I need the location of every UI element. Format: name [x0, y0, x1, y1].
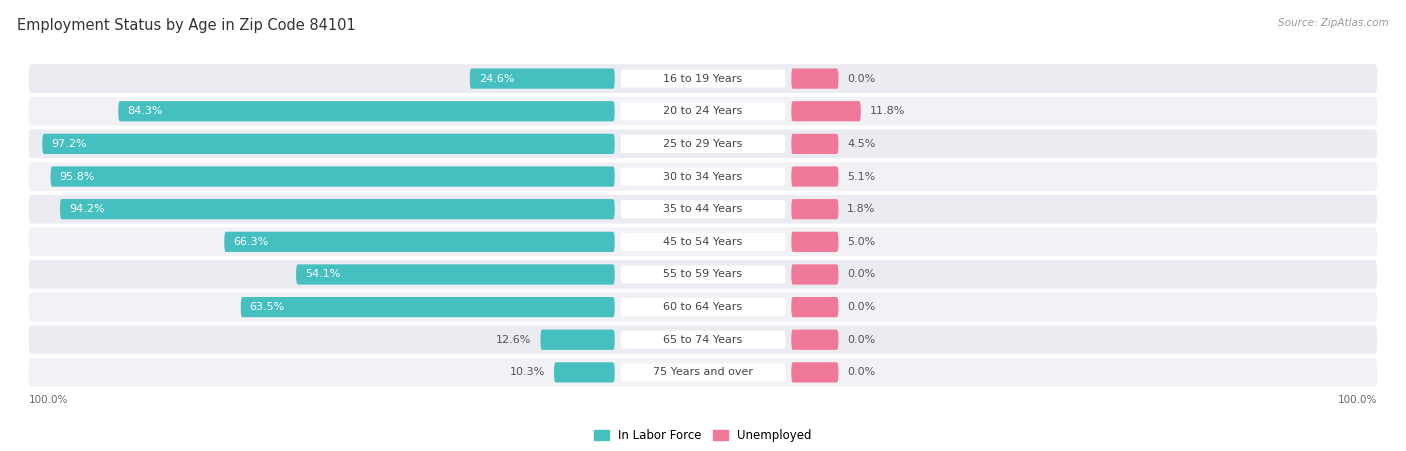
- FancyBboxPatch shape: [620, 168, 786, 185]
- FancyBboxPatch shape: [28, 293, 1378, 322]
- FancyBboxPatch shape: [792, 166, 838, 187]
- Text: 54.1%: 54.1%: [305, 269, 340, 280]
- FancyBboxPatch shape: [792, 69, 838, 89]
- FancyBboxPatch shape: [554, 362, 614, 382]
- Text: 11.8%: 11.8%: [870, 106, 905, 116]
- Text: 35 to 44 Years: 35 to 44 Years: [664, 204, 742, 214]
- FancyBboxPatch shape: [792, 330, 838, 350]
- FancyBboxPatch shape: [540, 330, 614, 350]
- FancyBboxPatch shape: [620, 200, 786, 218]
- FancyBboxPatch shape: [42, 134, 614, 154]
- FancyBboxPatch shape: [28, 195, 1378, 224]
- Text: 65 to 74 Years: 65 to 74 Years: [664, 335, 742, 345]
- Text: 4.5%: 4.5%: [848, 139, 876, 149]
- FancyBboxPatch shape: [28, 162, 1378, 191]
- Text: 12.6%: 12.6%: [496, 335, 531, 345]
- FancyBboxPatch shape: [792, 362, 838, 382]
- FancyBboxPatch shape: [620, 135, 786, 153]
- Text: 25 to 29 Years: 25 to 29 Years: [664, 139, 742, 149]
- FancyBboxPatch shape: [240, 297, 614, 317]
- Text: 55 to 59 Years: 55 to 59 Years: [664, 269, 742, 280]
- Text: 100.0%: 100.0%: [28, 395, 67, 405]
- Legend: In Labor Force, Unemployed: In Labor Force, Unemployed: [595, 429, 811, 442]
- FancyBboxPatch shape: [792, 232, 838, 252]
- FancyBboxPatch shape: [792, 199, 838, 219]
- Text: 60 to 64 Years: 60 to 64 Years: [664, 302, 742, 312]
- Text: Employment Status by Age in Zip Code 84101: Employment Status by Age in Zip Code 841…: [17, 18, 356, 33]
- Text: 0.0%: 0.0%: [848, 335, 876, 345]
- Text: 24.6%: 24.6%: [478, 74, 515, 83]
- FancyBboxPatch shape: [792, 101, 860, 121]
- Text: 84.3%: 84.3%: [127, 106, 163, 116]
- Text: 45 to 54 Years: 45 to 54 Years: [664, 237, 742, 247]
- Text: 5.0%: 5.0%: [848, 237, 876, 247]
- Text: 10.3%: 10.3%: [510, 368, 546, 377]
- Text: 63.5%: 63.5%: [250, 302, 285, 312]
- FancyBboxPatch shape: [60, 199, 614, 219]
- Text: 30 to 34 Years: 30 to 34 Years: [664, 171, 742, 182]
- Text: 100.0%: 100.0%: [1339, 395, 1378, 405]
- Text: 94.2%: 94.2%: [69, 204, 104, 214]
- FancyBboxPatch shape: [792, 134, 838, 154]
- FancyBboxPatch shape: [28, 358, 1378, 387]
- FancyBboxPatch shape: [28, 260, 1378, 289]
- FancyBboxPatch shape: [28, 325, 1378, 354]
- Text: 0.0%: 0.0%: [848, 302, 876, 312]
- FancyBboxPatch shape: [51, 166, 614, 187]
- Text: 1.8%: 1.8%: [848, 204, 876, 214]
- FancyBboxPatch shape: [620, 102, 786, 120]
- FancyBboxPatch shape: [118, 101, 614, 121]
- FancyBboxPatch shape: [620, 298, 786, 316]
- FancyBboxPatch shape: [792, 297, 838, 317]
- Text: 0.0%: 0.0%: [848, 74, 876, 83]
- Text: 97.2%: 97.2%: [51, 139, 87, 149]
- FancyBboxPatch shape: [620, 69, 786, 87]
- Text: 0.0%: 0.0%: [848, 269, 876, 280]
- Text: 66.3%: 66.3%: [233, 237, 269, 247]
- Text: 5.1%: 5.1%: [848, 171, 876, 182]
- FancyBboxPatch shape: [620, 331, 786, 349]
- FancyBboxPatch shape: [28, 227, 1378, 256]
- FancyBboxPatch shape: [28, 97, 1378, 126]
- FancyBboxPatch shape: [225, 232, 614, 252]
- Text: 95.8%: 95.8%: [59, 171, 94, 182]
- Text: 75 Years and over: 75 Years and over: [652, 368, 754, 377]
- Text: Source: ZipAtlas.com: Source: ZipAtlas.com: [1278, 18, 1389, 28]
- Text: 20 to 24 Years: 20 to 24 Years: [664, 106, 742, 116]
- FancyBboxPatch shape: [620, 233, 786, 251]
- FancyBboxPatch shape: [297, 264, 614, 285]
- FancyBboxPatch shape: [792, 264, 838, 285]
- FancyBboxPatch shape: [28, 129, 1378, 158]
- FancyBboxPatch shape: [620, 364, 786, 382]
- FancyBboxPatch shape: [620, 266, 786, 283]
- Text: 16 to 19 Years: 16 to 19 Years: [664, 74, 742, 83]
- Text: 0.0%: 0.0%: [848, 368, 876, 377]
- FancyBboxPatch shape: [470, 69, 614, 89]
- FancyBboxPatch shape: [28, 64, 1378, 93]
